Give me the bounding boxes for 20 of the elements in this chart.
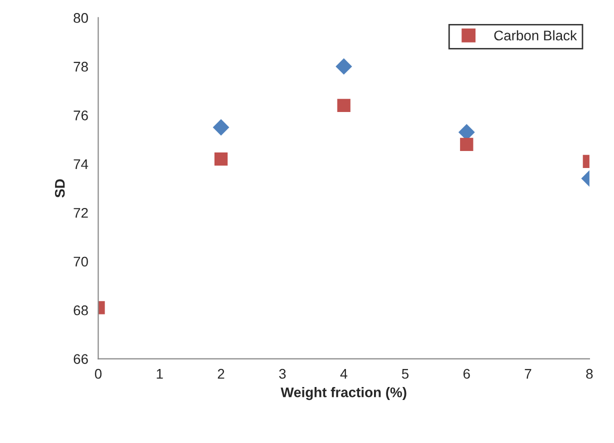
y-tick-label: 78 <box>74 62 88 72</box>
y-tick-label: 70 <box>74 256 88 267</box>
x-tick-label: 8 <box>586 368 593 379</box>
y-tick-label: 74 <box>74 159 88 169</box>
y-tick-label: 80 <box>74 13 88 23</box>
x-axis-title: Weight fraction (%) <box>280 387 406 400</box>
y-tick-label: 72 <box>74 208 88 218</box>
x-tick-label: 5 <box>402 369 409 379</box>
y-tick-label: 68 <box>74 305 88 316</box>
x-tick-label: 4 <box>340 369 348 379</box>
x-tick-label: 3 <box>279 368 286 379</box>
y-tick-label: 66 <box>74 354 88 364</box>
x-tick-label: 0 <box>94 368 102 379</box>
legend-label: Carbon Black <box>494 30 577 40</box>
y-axis-title: SD <box>54 179 65 198</box>
x-tick-label: 7 <box>524 369 532 379</box>
x-tick-label: 2 <box>218 368 224 379</box>
x-tick-label: 1 <box>156 369 163 379</box>
y-tick-label: 76 <box>74 110 88 120</box>
x-tick-label: 6 <box>463 368 470 379</box>
